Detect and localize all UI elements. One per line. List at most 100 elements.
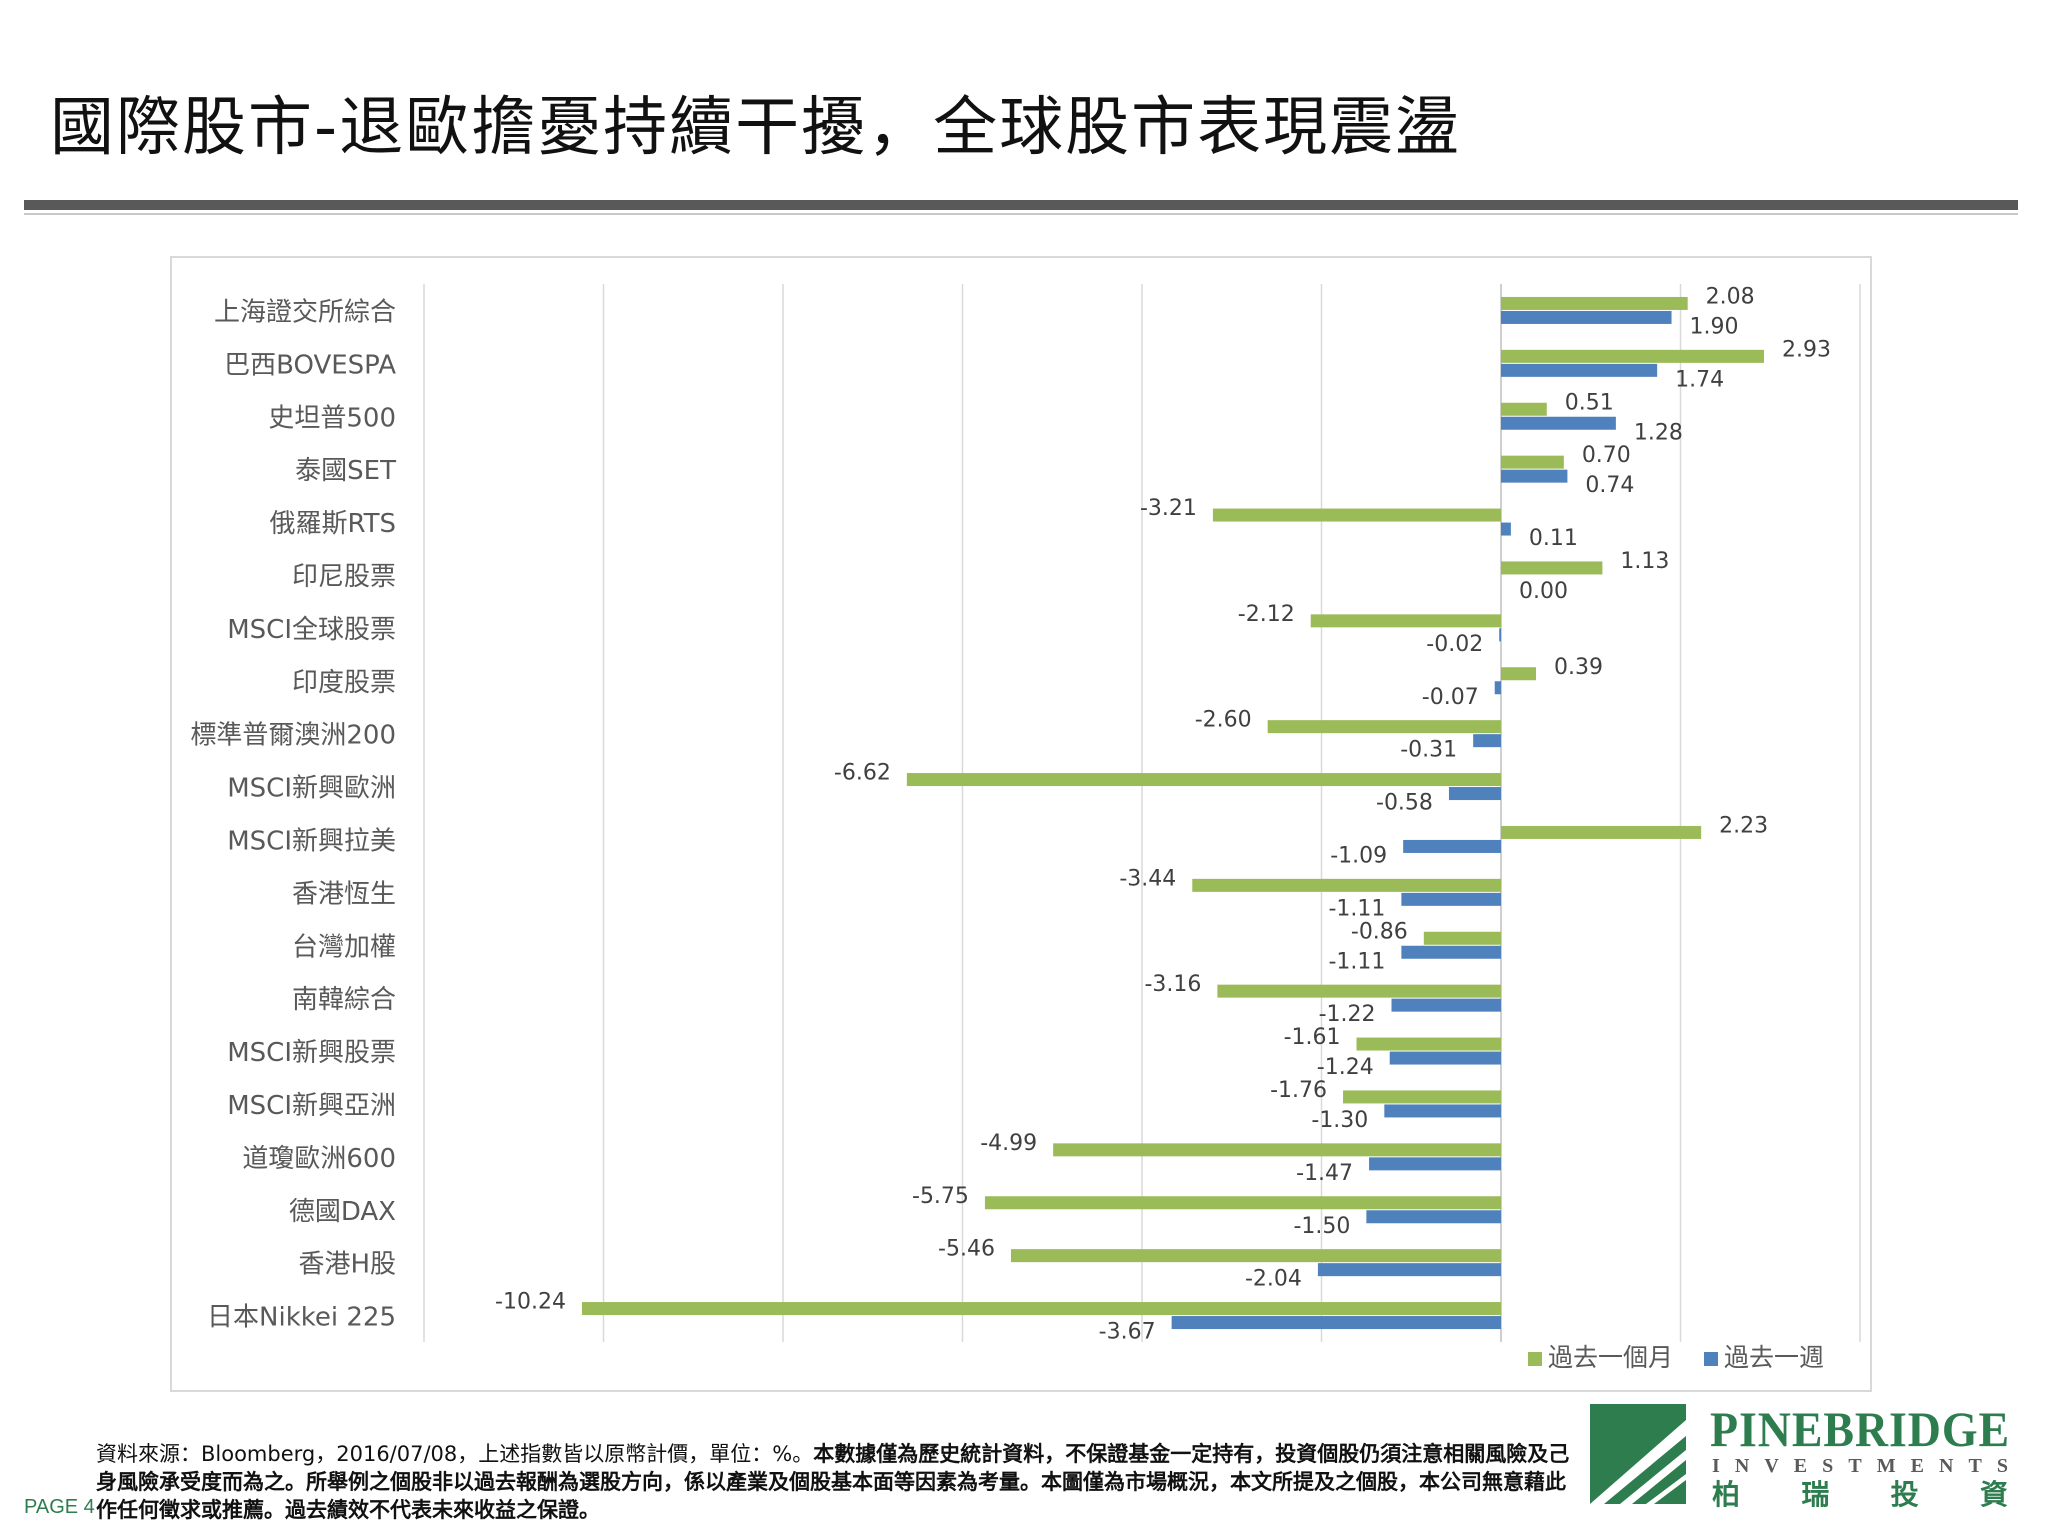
bar-month [906,773,1501,787]
bar-month [1501,455,1564,469]
footer-disclaimer: 本數據僅為歷史統計資料，不保證基金一定持有，投資個股仍須注意相關風險及己身風險承… [96,1442,1570,1522]
bar-month [1053,1143,1501,1157]
footer-note: 資料來源：Bloomberg，2016/07/08，上述指數皆以原幣計價，單位：… [96,1440,1576,1524]
data-label-month: 0.39 [1554,655,1603,680]
category-label: 上海證交所綜合 [214,297,396,327]
category-label: 泰國SET [295,456,396,486]
category-label: 標準普爾澳洲200 [190,721,396,751]
bar-week [1448,787,1501,801]
category-label: 道瓊歐洲600 [242,1144,396,1174]
bar-week [1501,310,1672,324]
data-label-week: -2.04 [1245,1267,1302,1292]
bar-week [1473,734,1501,748]
data-label-month: 2.23 [1719,813,1768,838]
category-label: 俄羅斯RTS [269,509,396,539]
logo-chinese-name: 柏 瑞 投 資 [1712,1478,2008,1510]
category-label: 印尼股票 [292,562,396,592]
bar-month [1192,878,1501,892]
data-label-week: -3.67 [1099,1320,1156,1345]
category-label: 南韓綜合 [292,985,396,1015]
bar-week [1501,469,1568,483]
logo-subtitle: INVESTMENTS [1712,1455,2008,1477]
data-label-week: -1.22 [1319,1002,1376,1027]
data-label-month: 2.93 [1782,337,1831,362]
data-label-week: -0.31 [1400,738,1457,763]
logo-wordmark: PINEBRIDGE [1710,1401,2010,1457]
pinebridge-logo: PINEBRIDGE INVESTMENTS 柏 瑞 投 資 [1590,1401,2010,1510]
category-label: 日本Nikkei 225 [207,1303,396,1333]
data-label-month: -2.60 [1195,708,1252,733]
category-label: MSCI全球股票 [227,615,396,645]
data-label-month: -3.44 [1119,866,1176,891]
data-label-month: -0.86 [1351,919,1408,944]
bar-week [1389,1051,1501,1065]
data-label-week: -1.09 [1330,843,1387,868]
bar-week [1366,1210,1501,1224]
bar-week [1494,681,1501,695]
data-label-month: -1.61 [1284,1025,1341,1050]
bar-month [1501,349,1764,363]
bar-month [1501,825,1702,839]
bar-chart: 上海證交所綜合 2.08 1.90 巴西BOVESPA 2.93 1.74 史坦普500 0.… [190,284,1861,1372]
category-label: 印度股票 [292,668,396,698]
data-label-month: -1.76 [1270,1078,1327,1103]
data-label-week: 1.74 [1675,367,1724,392]
category-label: MSCI新興歐洲 [227,774,396,804]
bar-week [1317,1263,1501,1277]
bar-month [581,1302,1501,1316]
category-label: 史坦普500 [268,403,396,433]
legend-swatch-month [1528,1352,1542,1366]
bar-week [1401,945,1501,959]
data-label-week: -1.47 [1296,1161,1353,1186]
data-label-month: -3.16 [1144,972,1201,997]
data-label-week: 0.00 [1519,579,1568,604]
data-label-month: -4.99 [980,1131,1037,1156]
data-label-month: -6.62 [834,761,891,786]
bar-week [1499,628,1501,642]
bar-week [1391,998,1501,1012]
category-label: 香港H股 [298,1250,396,1280]
category-label: MSCI新興股票 [227,1038,396,1068]
title-divider [24,200,2018,210]
data-label-week: -0.07 [1422,685,1479,710]
data-label-week: -0.02 [1426,632,1483,657]
bar-month [1217,984,1501,998]
bar-week [1403,839,1501,853]
bar-week [1369,1157,1501,1171]
data-label-month: 0.51 [1565,390,1614,415]
bar-week [1501,522,1511,536]
bar-month [1501,667,1537,681]
category-label: MSCI新興亞洲 [227,1091,396,1121]
bar-month [984,1196,1501,1210]
data-label-month: -5.46 [938,1237,995,1262]
footer-source: 資料來源：Bloomberg，2016/07/08，上述指數皆以原幣計價，單位：… [96,1442,814,1466]
bar-week [1384,1104,1501,1118]
category-label: 巴西BOVESPA [224,350,396,380]
data-label-month: -10.24 [495,1290,566,1315]
data-label-week: -1.24 [1317,1055,1374,1080]
bar-month [1501,402,1547,416]
data-label-week: 1.28 [1634,420,1683,445]
data-label-week: -1.50 [1293,1214,1350,1239]
bar-week [1171,1316,1501,1330]
data-label-week: -1.11 [1328,949,1385,974]
bar-month [1212,508,1501,522]
category-label: MSCI新興拉美 [227,826,396,856]
data-label-week: 0.74 [1585,473,1634,498]
data-label-month: -3.21 [1140,496,1197,521]
legend-label-month: 過去一個月 [1548,1343,1673,1372]
chart-frame: 上海證交所綜合 2.08 1.90 巴西BOVESPA 2.93 1.74 史坦普500 0.… [170,256,1872,1392]
title-divider-thin [24,213,2018,215]
data-label-week: 0.11 [1529,526,1578,551]
legend-swatch-week [1704,1352,1718,1366]
bar-month [1501,296,1688,310]
data-label-week: -1.30 [1311,1108,1368,1133]
data-label-month: 1.13 [1620,549,1669,574]
bar-month [1423,931,1501,945]
data-label-week: -0.58 [1376,791,1433,816]
category-label: 德國DAX [289,1197,396,1227]
bar-week [1501,416,1616,430]
bar-week [1501,363,1658,377]
data-label-month: 2.08 [1706,284,1755,309]
page-title: 國際股市-退歐擔憂持續干擾，全球股市表現震盪 [50,91,1462,165]
